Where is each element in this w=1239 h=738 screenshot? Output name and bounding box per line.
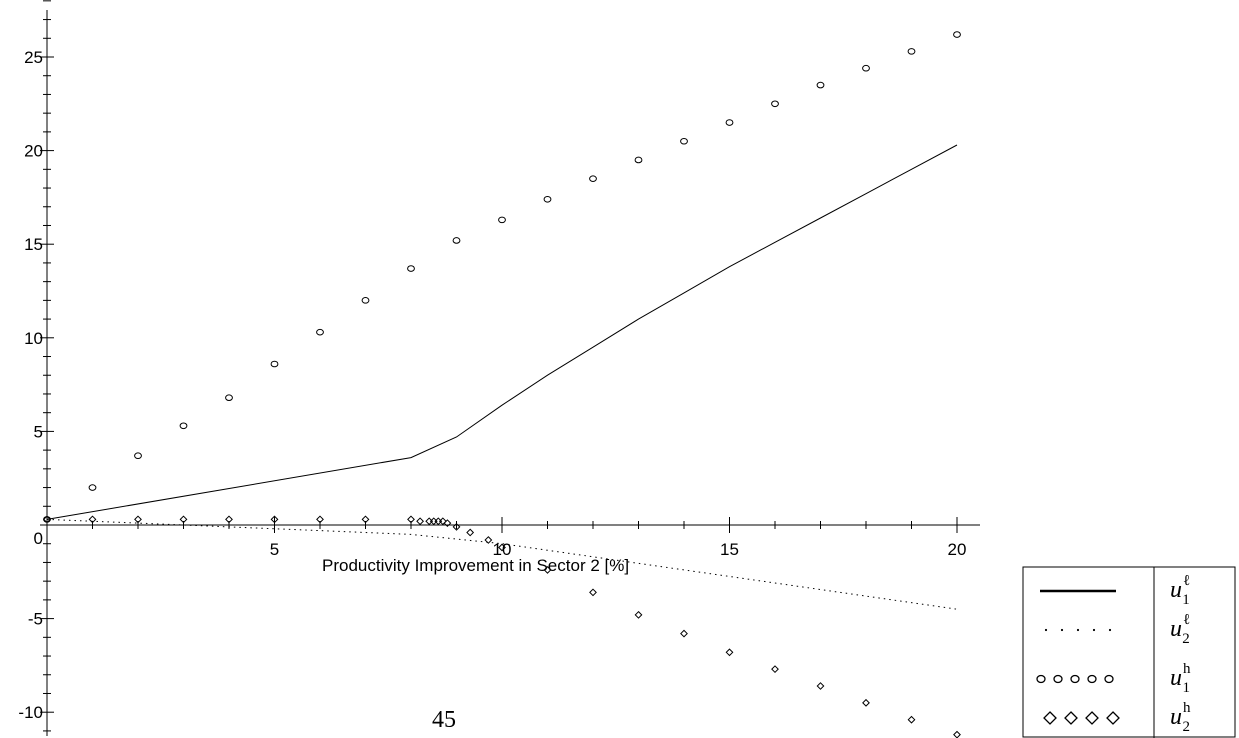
data-point bbox=[771, 665, 779, 674]
data-point bbox=[452, 522, 461, 531]
data-point bbox=[438, 517, 447, 526]
data-point bbox=[270, 360, 279, 368]
data-point bbox=[498, 216, 506, 224]
data-point bbox=[484, 536, 493, 544]
data-point bbox=[816, 81, 825, 89]
y-tick-label: 15 bbox=[24, 235, 43, 254]
legend-label: uℓ 1 bbox=[1170, 573, 1190, 608]
legend: uℓ 1 uℓ 2 uh 1 uh 2 bbox=[1022, 566, 1236, 738]
data-point bbox=[316, 328, 324, 336]
legend-box bbox=[1022, 566, 1236, 738]
y-tick-label: 25 bbox=[24, 48, 43, 67]
data-point bbox=[498, 543, 506, 552]
data-point bbox=[443, 519, 452, 528]
data-point bbox=[466, 528, 475, 537]
data-point bbox=[907, 48, 916, 55]
data-point bbox=[907, 715, 916, 724]
legend-swatch-circle bbox=[1070, 674, 1080, 684]
legend-swatch-dot bbox=[1108, 628, 1112, 632]
data-point bbox=[225, 394, 233, 402]
legend-label: uℓ 2 bbox=[1170, 612, 1190, 647]
data-point bbox=[862, 64, 870, 72]
series-3 bbox=[43, 31, 961, 523]
x-tick-label: 10 bbox=[493, 540, 512, 559]
data-point bbox=[634, 156, 643, 164]
y-tick-label: 5 bbox=[34, 422, 43, 441]
legend-swatch-circle bbox=[1036, 674, 1046, 684]
data-point bbox=[361, 515, 370, 524]
legend-swatch-diamond bbox=[1085, 711, 1099, 725]
data-point bbox=[270, 515, 279, 524]
series-layer bbox=[43, 31, 961, 738]
data-point bbox=[43, 515, 51, 524]
legend-swatch-dot bbox=[1092, 628, 1096, 632]
y-tick-label: -5 bbox=[28, 610, 43, 629]
data-point bbox=[589, 175, 597, 182]
legend-label: uh 1 bbox=[1170, 661, 1191, 696]
data-point bbox=[316, 515, 324, 524]
legend-entry: uh 1 bbox=[1036, 661, 1191, 696]
legend-swatch-circle bbox=[1053, 674, 1063, 684]
x-tick-label: 20 bbox=[948, 540, 967, 559]
x-tick-label: 15 bbox=[720, 540, 739, 559]
data-point bbox=[434, 517, 443, 526]
legend-swatch-dot bbox=[1060, 628, 1064, 632]
data-point bbox=[88, 515, 97, 524]
page-number: 45 bbox=[432, 707, 456, 733]
data-point bbox=[862, 698, 870, 707]
data-point bbox=[416, 517, 425, 526]
data-point bbox=[543, 566, 552, 574]
data-point bbox=[429, 517, 438, 526]
data-point bbox=[425, 517, 434, 526]
legend-swatch-dot bbox=[1076, 628, 1080, 632]
series-1 bbox=[46, 144, 958, 520]
legend-entry: uh 2 bbox=[1043, 700, 1191, 735]
data-point bbox=[680, 137, 688, 145]
legend-entry: uℓ 1 bbox=[1040, 573, 1190, 608]
data-point bbox=[179, 515, 188, 524]
y-tick-label: 20 bbox=[24, 142, 43, 161]
series-line bbox=[46, 144, 958, 520]
data-point bbox=[589, 588, 597, 597]
legend-swatch-circle bbox=[1104, 674, 1114, 684]
legend-entry: uℓ 2 bbox=[1044, 612, 1190, 647]
data-point bbox=[179, 422, 188, 430]
legend-swatch-diamond bbox=[1043, 711, 1057, 725]
data-point bbox=[543, 195, 552, 203]
data-point bbox=[134, 452, 142, 460]
data-point bbox=[88, 484, 97, 491]
y-tick-label: 10 bbox=[24, 329, 43, 348]
y-tick-label: 0 bbox=[34, 529, 43, 548]
axes: 5 10 15 20 -10 -5 0 5 10 15 20 25 bbox=[18, 0, 980, 736]
data-point bbox=[361, 297, 370, 304]
y-tick-label: -10 bbox=[18, 703, 43, 722]
data-point bbox=[407, 265, 415, 272]
legend-label: uh 2 bbox=[1170, 700, 1191, 735]
data-point bbox=[634, 610, 643, 619]
legend-swatch-dot bbox=[1044, 628, 1048, 632]
legend-swatch-diamond bbox=[1106, 711, 1120, 725]
legend-swatch-diamond bbox=[1064, 711, 1078, 725]
data-point bbox=[407, 515, 415, 524]
data-point bbox=[680, 629, 688, 638]
data-point bbox=[953, 31, 961, 38]
data-point bbox=[725, 648, 734, 657]
data-point bbox=[452, 237, 461, 244]
x-tick-label: 5 bbox=[270, 540, 279, 559]
data-point bbox=[771, 100, 779, 108]
legend-swatch-circle bbox=[1087, 674, 1097, 684]
data-point bbox=[225, 515, 233, 524]
data-point bbox=[134, 515, 142, 524]
series-4 bbox=[43, 515, 961, 738]
data-point bbox=[953, 730, 961, 738]
x-axis-title: Productivity Improvement in Sector 2 [%] bbox=[322, 556, 629, 575]
data-point bbox=[816, 682, 825, 690]
data-point bbox=[725, 119, 734, 126]
